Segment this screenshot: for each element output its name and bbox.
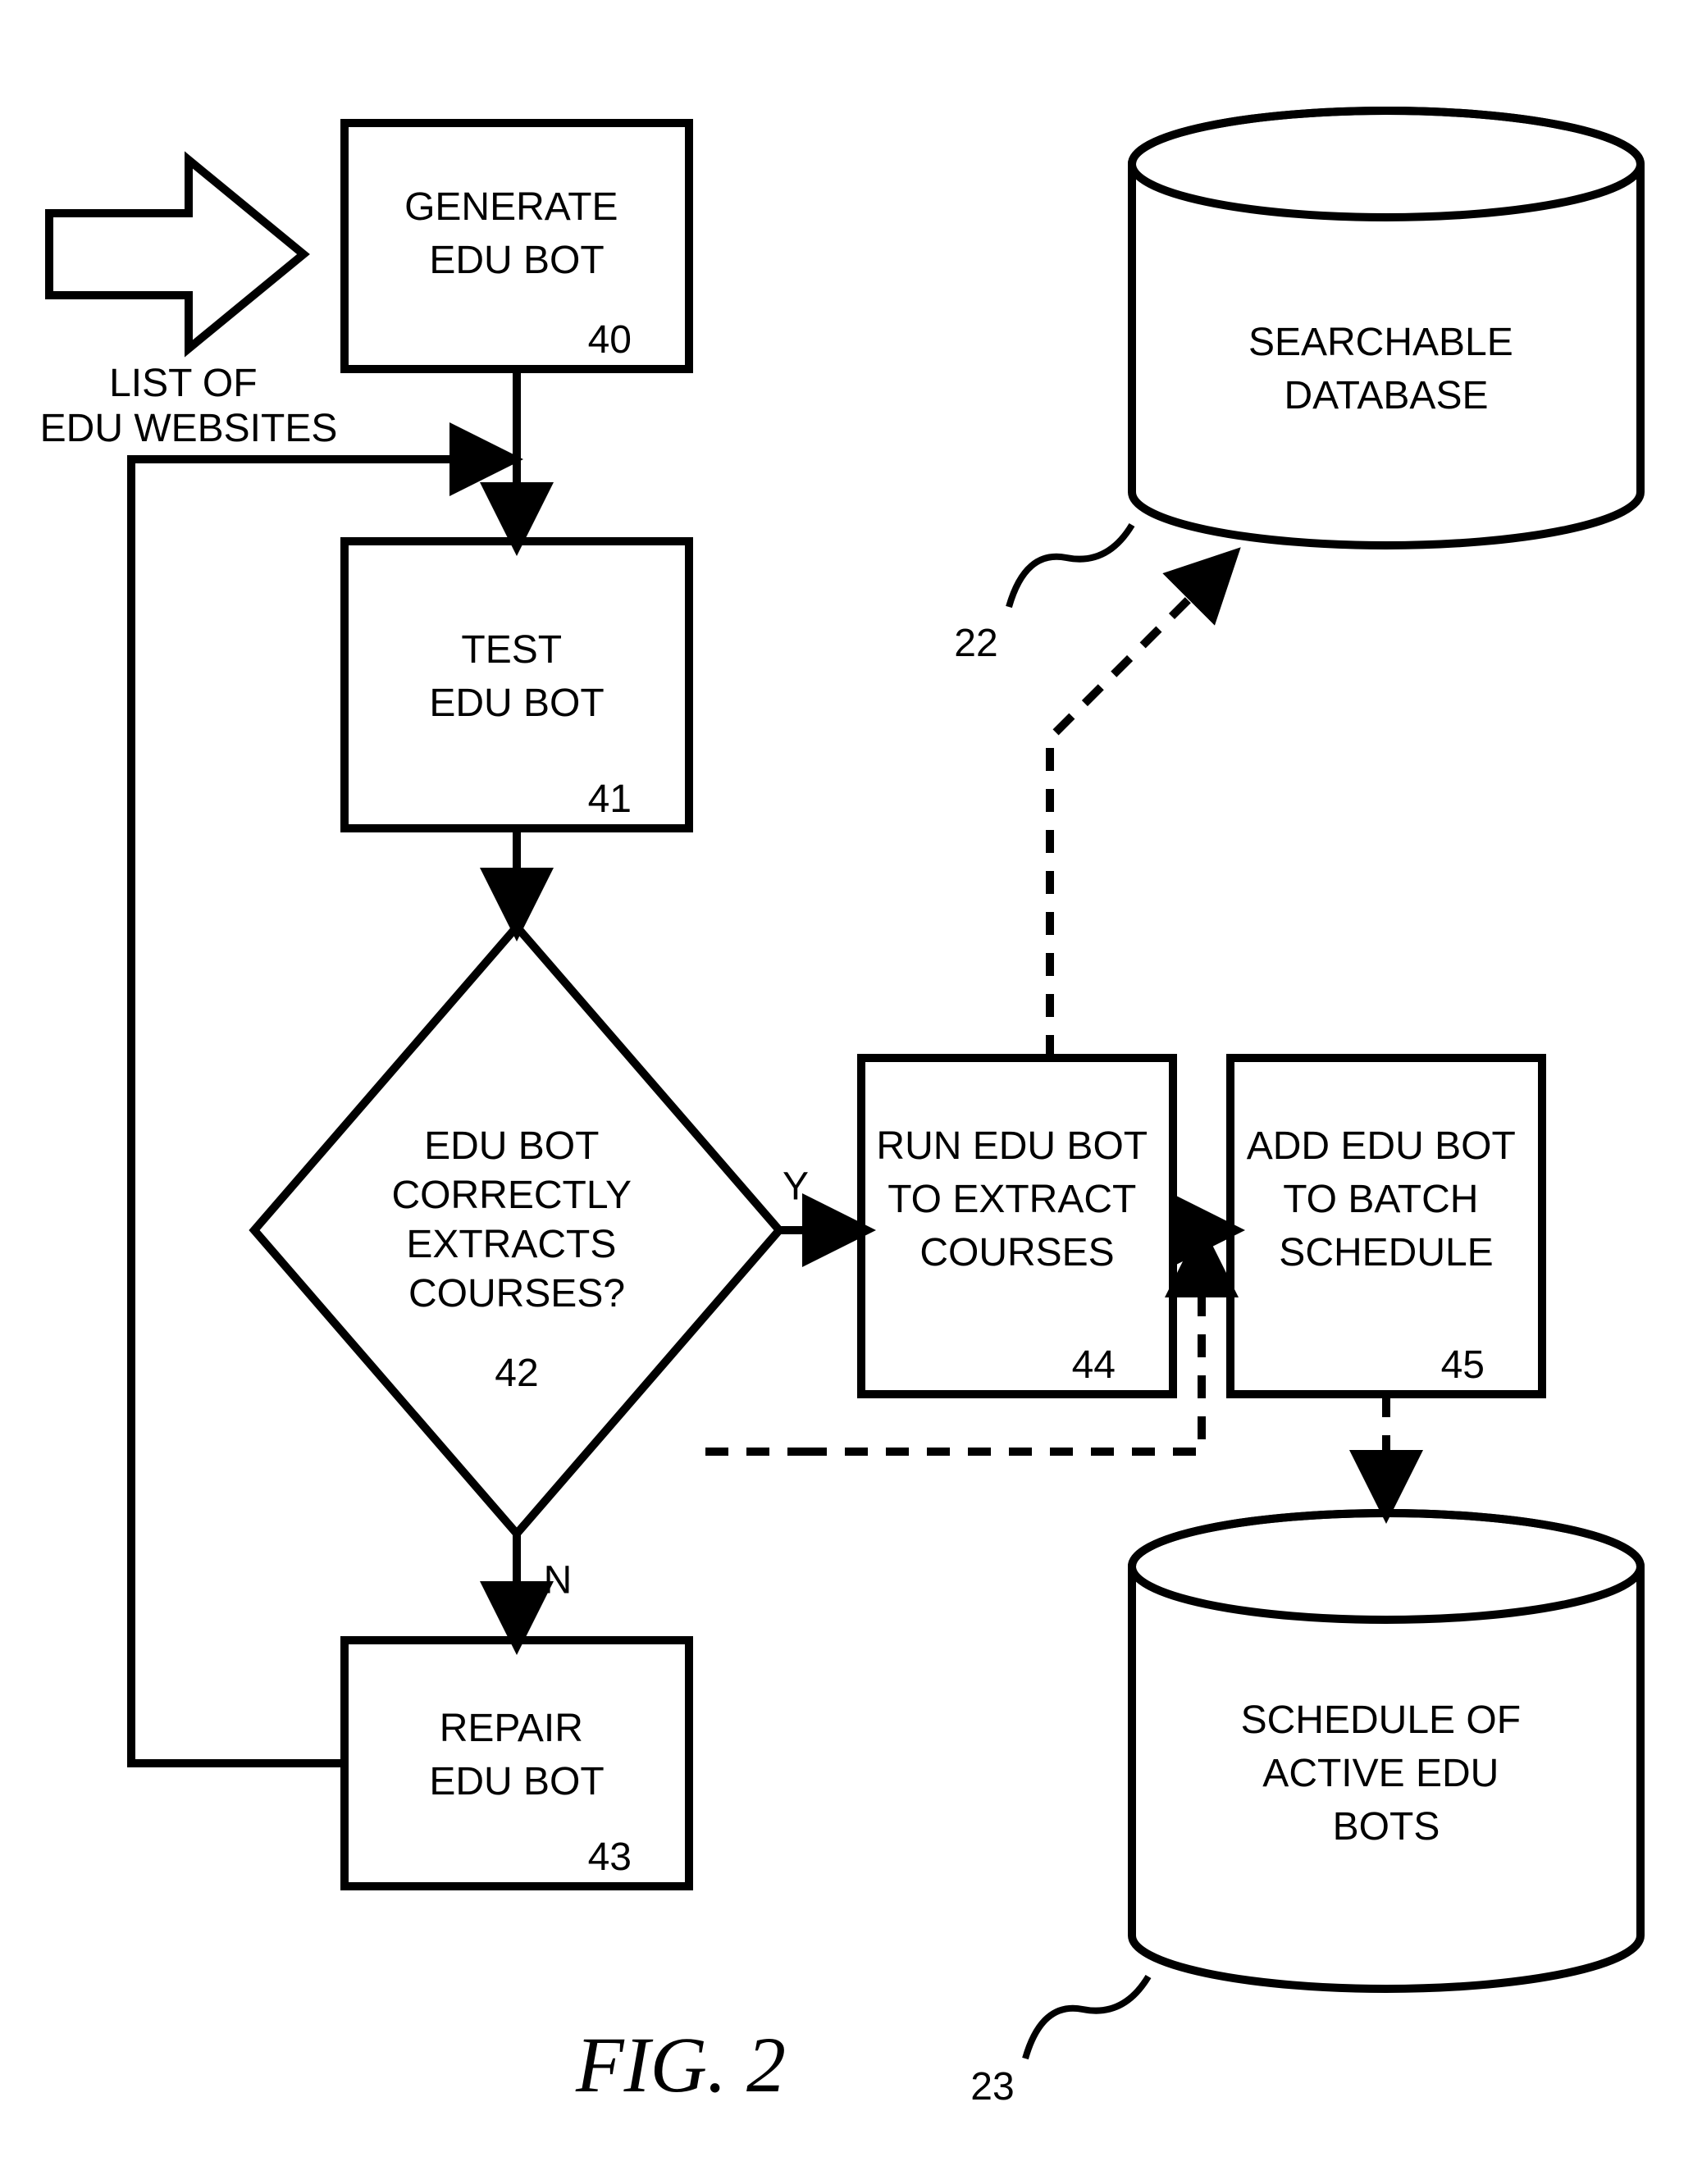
svg-text:ADD EDU BOT TO BATCH: ADD EDU BOT TO BATCH SCHEDULE xyxy=(1247,1124,1526,1274)
input-arrow-label: LIST OF EDU WEBSITES xyxy=(40,362,338,450)
cylinder-searchable: SEARCHABLE DATABASE 22 xyxy=(954,111,1640,665)
flowchart: LIST OF EDU WEBSITES GENERATE EDU BOT 40… xyxy=(0,0,1702,2184)
svg-text:41: 41 xyxy=(588,777,632,821)
svg-text:44: 44 xyxy=(1072,1343,1116,1387)
cylinder-schedule: SCHEDULE OF ACTIVE EDU BOTS 23 xyxy=(970,1513,1640,2109)
svg-text:42: 42 xyxy=(495,1352,538,1395)
input-arrow: LIST OF EDU WEBSITES xyxy=(40,160,338,450)
edge-label-no: N xyxy=(544,1559,573,1603)
box-generate: GENERATE EDU BOT 40 xyxy=(345,123,689,369)
svg-text:22: 22 xyxy=(954,622,997,665)
edge-run-db xyxy=(1050,558,1230,1058)
box-test: TEST EDU BOT 41 xyxy=(345,541,689,828)
decision-extracts: EDU BOT CORRECTLY EXTRACTS COURSES? 42 xyxy=(254,927,779,1534)
edge-label-yes: Y xyxy=(783,1165,809,1209)
svg-text:40: 40 xyxy=(588,318,632,362)
box-repair: REPAIR EDU BOT 43 xyxy=(345,1640,689,1886)
figure-label: FIG. 2 xyxy=(575,2021,786,2109)
box-add: ADD EDU BOT TO BATCH SCHEDULE 45 xyxy=(1230,1058,1542,1394)
svg-text:43: 43 xyxy=(588,1835,632,1879)
svg-text:45: 45 xyxy=(1441,1343,1485,1387)
box-run: RUN EDU BOT TO EXTRACT COURSES 44 xyxy=(861,1058,1173,1394)
svg-text:23: 23 xyxy=(970,2065,1014,2109)
